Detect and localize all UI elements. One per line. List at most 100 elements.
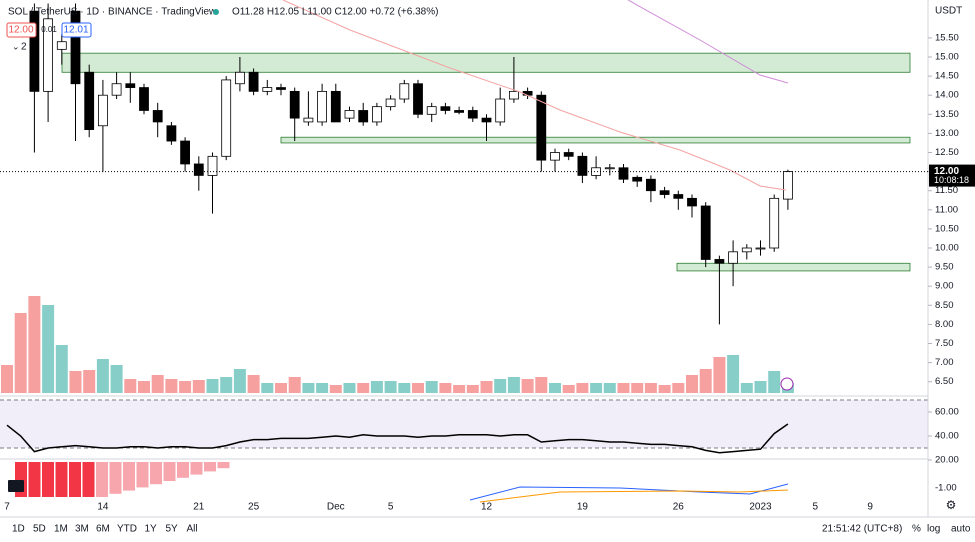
volume-bar xyxy=(686,375,698,393)
candle-body xyxy=(591,167,601,176)
moving-average-slow xyxy=(627,0,789,84)
support-zone xyxy=(676,262,911,272)
volume-bar xyxy=(370,381,383,393)
support-zone xyxy=(280,136,911,144)
indicator-toggle[interactable]: ⌄ xyxy=(12,41,20,51)
candle-body xyxy=(289,90,300,119)
x-tick-label: Dec xyxy=(327,502,345,513)
candle-body xyxy=(522,90,533,96)
candle-body xyxy=(399,83,410,100)
candle-body xyxy=(536,94,547,161)
event-icon[interactable] xyxy=(780,377,794,391)
candle-body xyxy=(371,106,382,123)
candle-body xyxy=(508,90,519,100)
candle-body xyxy=(344,110,355,119)
buy-button[interactable] xyxy=(61,22,92,38)
volume-bar xyxy=(768,371,781,393)
candle-body xyxy=(70,10,81,85)
macd-line xyxy=(469,483,789,501)
candle-body xyxy=(125,83,136,88)
candle-body xyxy=(673,194,684,199)
candle-body xyxy=(687,197,697,207)
candle-body xyxy=(632,176,643,182)
currency: USDT xyxy=(935,6,962,17)
scale-option[interactable]: log xyxy=(927,524,940,535)
scale-option[interactable]: auto xyxy=(951,524,971,535)
candle-body xyxy=(563,152,574,157)
sell-button[interactable] xyxy=(6,22,37,38)
volume-bar xyxy=(453,385,466,393)
volume-bar xyxy=(549,383,561,393)
scale-option[interactable]: % xyxy=(912,524,921,535)
candle-body xyxy=(769,197,780,249)
candle-body xyxy=(139,87,149,111)
y-tick-label: 7.50 xyxy=(935,338,954,349)
volume-bar xyxy=(83,370,96,393)
volume-bar xyxy=(466,385,479,393)
support-zone xyxy=(61,52,911,73)
volume-bar xyxy=(55,345,68,393)
range-button[interactable]: 1Y xyxy=(145,524,158,535)
y-tick-label: 13.00 xyxy=(935,128,959,139)
candle-body xyxy=(385,98,396,108)
volume-bar xyxy=(329,385,342,393)
candle-body xyxy=(741,247,752,253)
volume-bar xyxy=(576,383,589,393)
candle-body xyxy=(317,90,328,123)
range-button[interactable]: 1D xyxy=(12,524,25,535)
range-button[interactable]: All xyxy=(187,524,198,535)
candle-body xyxy=(111,83,122,96)
volume-bar xyxy=(151,375,164,393)
buy-price[interactable]: 12.01 xyxy=(63,25,88,36)
y-tick-label: 15.00 xyxy=(935,52,959,63)
candle-body xyxy=(358,110,369,123)
y-tick-label: 9.50 xyxy=(935,262,954,273)
candle-body xyxy=(728,251,738,264)
volume-bar xyxy=(14,313,27,393)
candle-body xyxy=(495,98,506,123)
indicator-count[interactable]: 2 xyxy=(21,42,27,53)
sell-price[interactable]: 12.00 xyxy=(8,25,33,36)
y-tick-label: 7.00 xyxy=(935,357,954,368)
macd-bar xyxy=(123,462,135,491)
macd-histogram xyxy=(15,462,230,497)
volume-bar xyxy=(275,383,287,393)
volume-bar xyxy=(425,381,438,393)
macd-bar xyxy=(109,462,122,494)
range-button[interactable]: 5D xyxy=(33,524,46,535)
candle-body xyxy=(467,110,478,119)
volume-bar xyxy=(521,379,534,393)
volume-bar xyxy=(672,383,685,393)
macd-bar xyxy=(150,462,162,485)
y-tick-label: 10.50 xyxy=(935,223,959,234)
range-button[interactable]: 1M xyxy=(54,524,68,535)
macd-bar xyxy=(204,462,216,472)
volume-bar xyxy=(69,371,82,393)
volume-bar xyxy=(398,383,411,393)
candle-body xyxy=(166,125,177,142)
range-button[interactable]: 6M xyxy=(96,524,110,535)
volume-bar xyxy=(1,365,13,393)
range-button[interactable]: 5Y xyxy=(166,524,179,535)
range-button[interactable]: 3M xyxy=(75,524,89,535)
candle-body xyxy=(29,10,40,92)
candle-body xyxy=(481,117,492,123)
volume-bar xyxy=(603,383,616,393)
settings-icon[interactable]: ⚙ xyxy=(946,498,957,512)
candle-body xyxy=(84,71,95,130)
macd-tick-label: -1.00 xyxy=(935,483,957,494)
y-tick-label: 10.00 xyxy=(935,243,959,254)
signal-line xyxy=(479,489,789,503)
spread: 0.01 xyxy=(41,25,57,34)
macd-bar xyxy=(69,462,81,497)
volume-bar xyxy=(631,383,644,393)
volume-bar xyxy=(713,357,726,393)
volume-bar xyxy=(28,296,41,393)
status-dot xyxy=(213,9,219,15)
rsi-band xyxy=(0,400,928,448)
range-button[interactable]: YTD xyxy=(117,524,137,535)
candle-body xyxy=(43,18,53,92)
volume-bar xyxy=(261,383,274,393)
tv-logo xyxy=(8,480,24,492)
candle-body xyxy=(413,83,423,115)
